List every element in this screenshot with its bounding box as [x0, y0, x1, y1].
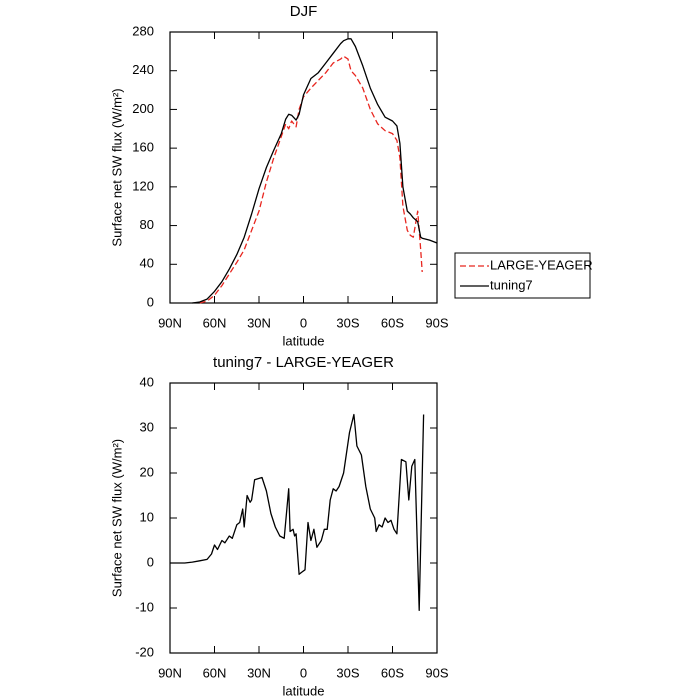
x-tick-label: 0	[300, 315, 307, 330]
legend-box	[454, 252, 591, 299]
y-axis-label: Surface net SW flux (W/m²)	[109, 88, 124, 246]
y-tick-label: 30	[140, 419, 154, 434]
y-tick-label: 160	[132, 140, 154, 155]
y-tick-label: -10	[135, 599, 154, 614]
x-tick-label: 30S	[336, 315, 359, 330]
x-tick-label: 0	[300, 665, 307, 680]
x-tick-label: 60N	[203, 315, 227, 330]
y-tick-label: 280	[132, 23, 154, 38]
y-axis-label: Surface net SW flux (W/m²)	[109, 439, 124, 597]
x-tick-label: 90N	[158, 315, 182, 330]
y-tick-label: 40	[140, 256, 154, 271]
x-tick-label: 90S	[425, 665, 448, 680]
x-tick-label: 60N	[203, 665, 227, 680]
y-tick-label: -20	[135, 644, 154, 659]
x-tick-label: 30S	[336, 665, 359, 680]
y-tick-label: 200	[132, 101, 154, 116]
x-axis-label: latitude	[283, 333, 325, 348]
data-line	[170, 413, 425, 611]
x-axis-label: latitude	[283, 683, 325, 698]
y-tick-label: 0	[147, 554, 154, 569]
plot-frame	[169, 31, 438, 304]
y-tick-label: 10	[140, 509, 154, 524]
legend-label: LARGE-YEAGER	[490, 257, 593, 272]
x-tick-label: 90S	[425, 315, 448, 330]
y-tick-label: 240	[132, 62, 154, 77]
y-tick-label: 0	[147, 294, 154, 309]
data-line	[199, 55, 423, 304]
legend-label: tuning7	[490, 277, 533, 292]
chart-title: tuning7 - LARGE-YEAGER	[213, 354, 394, 371]
y-tick-label: 20	[140, 464, 154, 479]
y-tick-label: 80	[140, 217, 154, 232]
y-tick-label: 40	[140, 374, 154, 389]
x-tick-label: 60S	[381, 315, 404, 330]
plot-frame	[169, 382, 438, 654]
chart-title: DJF	[290, 3, 318, 20]
data-line	[192, 38, 438, 304]
x-tick-label: 60S	[381, 665, 404, 680]
x-tick-label: 30N	[247, 665, 271, 680]
y-tick-label: 120	[132, 178, 154, 193]
x-tick-label: 90N	[158, 665, 182, 680]
x-tick-label: 30N	[247, 315, 271, 330]
